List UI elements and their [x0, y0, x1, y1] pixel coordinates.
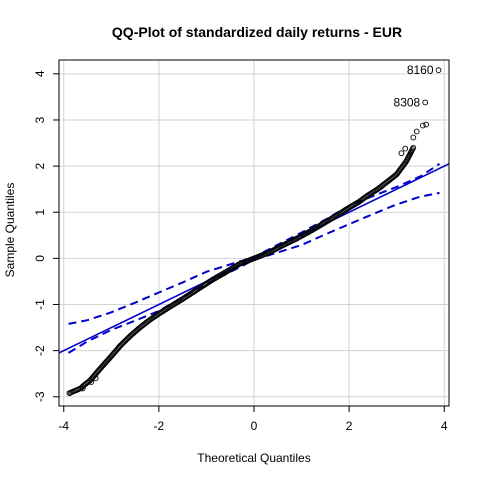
y-tick-label: 0	[33, 255, 47, 262]
outlier-point	[413, 128, 420, 135]
outlier-point	[422, 99, 429, 106]
y-tick-label: 4	[33, 70, 47, 77]
outlier-point	[419, 122, 426, 129]
grid-lines	[59, 60, 449, 406]
x-tick-label: 4	[441, 419, 448, 433]
y-tick-label: -1	[33, 299, 47, 310]
y-tick-label: 3	[33, 116, 47, 123]
x-tick-label: 0	[251, 419, 258, 433]
outlier-label: 8308	[394, 95, 421, 109]
y-tick-label: -3	[33, 391, 47, 402]
y-axis-label: Sample Quantiles	[3, 183, 17, 278]
x-axis-label: Theoretical Quantiles	[197, 451, 310, 465]
x-tick-label: -2	[154, 419, 165, 433]
outlier-label: 8160	[407, 63, 434, 77]
axes: -4 -2 0 2 4 -3 -2 -1 0 1 2 3 4	[33, 59, 450, 433]
outlier-point	[423, 121, 430, 128]
outlier-point	[435, 67, 442, 73]
outlier-point	[410, 134, 417, 141]
sample-point	[410, 144, 417, 151]
envelope-lower-line	[67, 191, 440, 354]
outlier-point	[66, 390, 73, 396]
outlier-point	[402, 145, 409, 152]
y-tick-label: 2	[33, 162, 47, 169]
sample-points	[66, 67, 442, 396]
x-tick-label: -4	[58, 419, 69, 433]
chart-title: QQ-Plot of standardized daily returns - …	[112, 24, 402, 40]
y-tick-label: 1	[33, 209, 47, 216]
x-tick-label: 2	[346, 419, 353, 433]
outlier-point	[79, 385, 86, 392]
outlier-point	[92, 375, 99, 382]
outlier-labels: 8308 8160	[394, 63, 434, 109]
outlier-point	[398, 150, 405, 157]
y-tick-label: -2	[33, 345, 47, 356]
outlier-point	[88, 379, 95, 385]
